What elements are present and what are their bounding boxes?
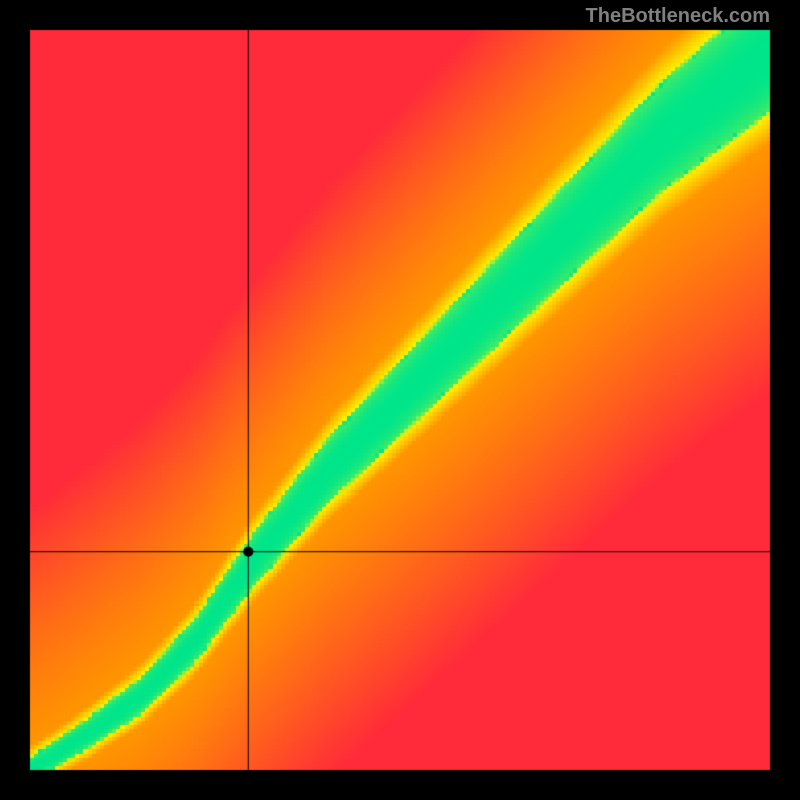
watermark-text: TheBottleneck.com bbox=[586, 5, 770, 28]
chart-container: TheBottleneck.com bbox=[0, 0, 800, 800]
bottleneck-heatmap-canvas bbox=[0, 0, 800, 800]
